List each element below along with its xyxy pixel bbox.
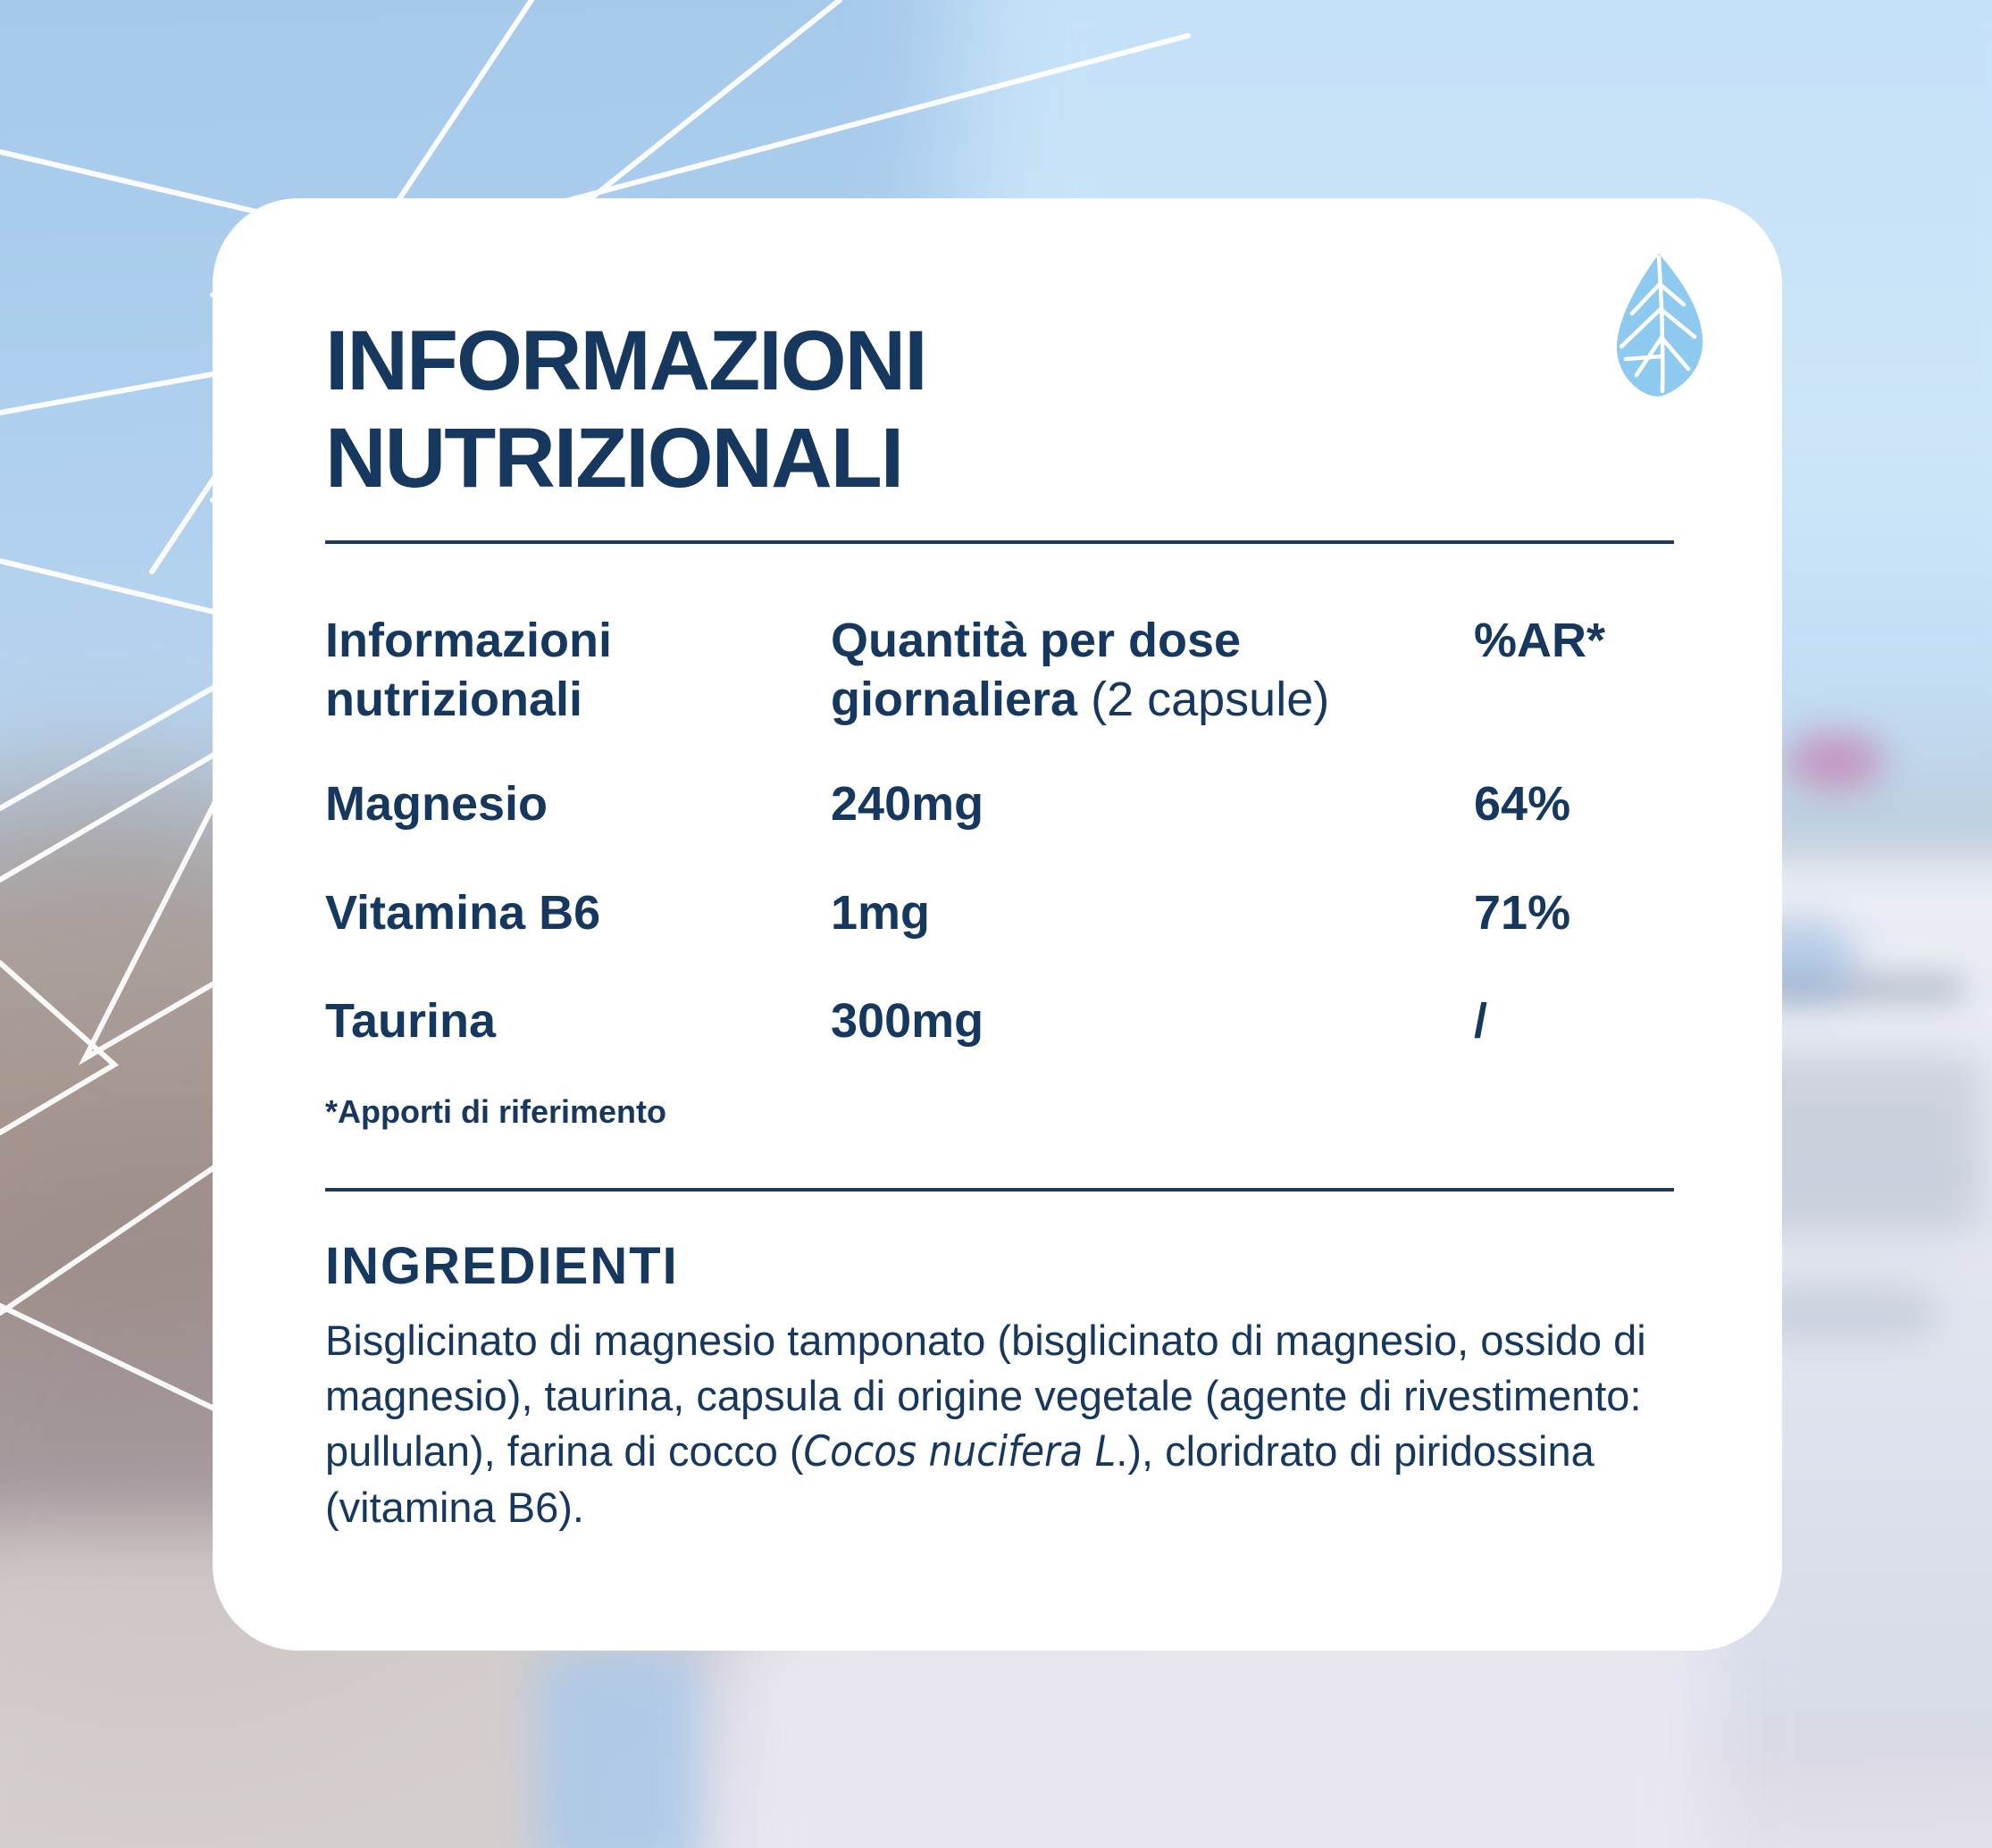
page-title-line1: INFORMAZIONI bbox=[325, 314, 928, 408]
ingredients-text-end: .), cloridrato di piridossina (vitamina … bbox=[325, 1427, 1594, 1531]
nutrient-ar: 71% bbox=[1474, 886, 1571, 940]
nutrient-qty: 300mg bbox=[831, 994, 984, 1048]
reference-footnote: *Apporti di riferimento bbox=[325, 1093, 667, 1130]
ingredients-latin-name: Cocos nucifera L bbox=[803, 1427, 1117, 1476]
nutrition-card: INFORMAZIONI NUTRIZIONALI bbox=[213, 198, 1782, 1651]
background-pink-blur bbox=[1787, 732, 1885, 790]
background-blue-band-blur bbox=[536, 1651, 706, 1848]
nutrient-name: Magnesio bbox=[325, 777, 548, 831]
table-header-col1: Informazioni nutrizionali bbox=[325, 614, 612, 726]
ingredients-text: Bisglicinato di magnesio tamponato (bisg… bbox=[325, 1317, 1646, 1475]
page-title-line2: NUTRIZIONALI bbox=[325, 411, 904, 506]
table-header-col2: Quantità per dose giornaliera (2 capsule… bbox=[831, 614, 1330, 726]
nutrient-qty: 240mg bbox=[831, 777, 984, 831]
divider-bottom bbox=[325, 1188, 1674, 1192]
nutrient-name: Taurina bbox=[325, 994, 497, 1048]
leaf-icon bbox=[1604, 250, 1715, 402]
page-title: INFORMAZIONI NUTRIZIONALI bbox=[325, 313, 928, 507]
nutrient-ar: 64% bbox=[1474, 777, 1571, 831]
ingredients-paragraph: Bisglicinato di magnesio tamponato (bisg… bbox=[325, 1313, 1676, 1535]
nutrient-ar: / bbox=[1474, 994, 1488, 1048]
nutrient-qty: 1mg bbox=[831, 886, 931, 940]
table-header-col3: %AR* bbox=[1474, 614, 1606, 667]
divider-top bbox=[325, 540, 1674, 544]
ingredients-heading: INGREDIENTI bbox=[325, 1237, 679, 1295]
nutrient-name: Vitamina B6 bbox=[325, 886, 601, 940]
